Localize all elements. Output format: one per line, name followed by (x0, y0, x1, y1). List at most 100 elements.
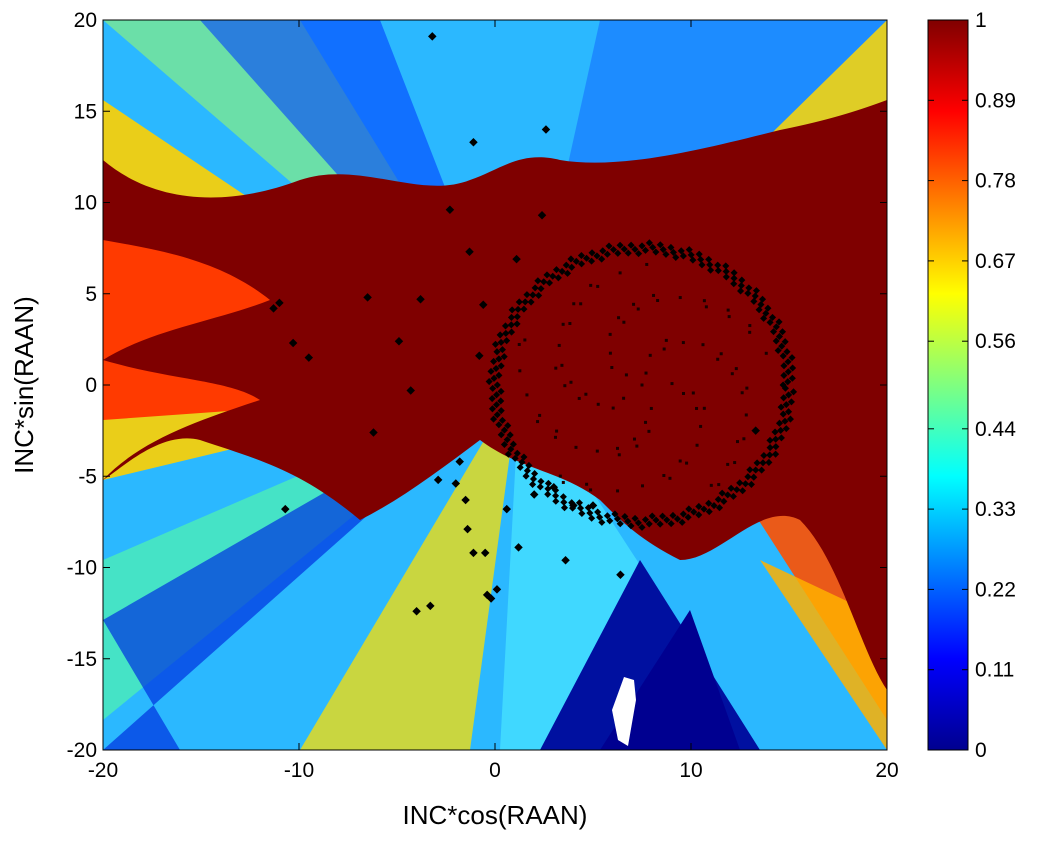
ring-point (747, 480, 755, 488)
ring-point (667, 520, 675, 528)
ring-point (775, 332, 783, 340)
ring-point (685, 246, 693, 254)
inner-point (670, 382, 674, 386)
inner-point (704, 305, 708, 309)
y-tick-label: -15 (67, 648, 97, 671)
inner-point (702, 406, 706, 410)
ring-point (760, 451, 768, 460)
ring-point (775, 419, 784, 427)
inner-point (610, 366, 614, 370)
ring-point (490, 357, 498, 365)
ring-point (598, 518, 606, 526)
ring-point (736, 479, 744, 487)
ring-point (778, 342, 786, 350)
ring-point (772, 337, 780, 345)
ring-point (730, 274, 738, 282)
ring-point (497, 397, 505, 405)
ring-point (690, 508, 698, 516)
y-tick-label: -10 (67, 557, 97, 580)
ring-point (698, 261, 706, 269)
inner-point (618, 271, 622, 275)
ring-point (575, 499, 583, 507)
ring-point (641, 246, 650, 254)
data-point (469, 548, 478, 558)
ring-point (780, 371, 788, 379)
ring-point (656, 520, 664, 528)
ring-point (500, 353, 508, 361)
ring-point (514, 305, 522, 313)
inner-point (589, 283, 593, 287)
inner-point (558, 474, 562, 478)
ring-point (577, 251, 585, 260)
ring-point (559, 493, 567, 501)
ring-point (497, 338, 505, 346)
y-tick-label: 20 (74, 9, 97, 32)
ring-point (764, 304, 772, 312)
inner-point (726, 308, 730, 312)
ring-point (759, 295, 767, 303)
data-point (426, 601, 435, 611)
x-tick-label: -10 (284, 759, 314, 782)
inner-point (668, 476, 672, 480)
ring-point (511, 454, 519, 462)
ring-point (775, 318, 783, 326)
ring-point (673, 515, 681, 523)
data-point (433, 475, 443, 485)
inner-point (695, 443, 699, 447)
inner-point (617, 316, 621, 320)
ring-point (722, 262, 730, 270)
ring-point (774, 346, 782, 355)
inner-point (652, 293, 656, 297)
inner-point (717, 483, 721, 487)
ring-point (507, 313, 516, 321)
ring-point (739, 487, 747, 495)
ring-point (685, 505, 693, 513)
inner-point (644, 371, 648, 375)
ring-point (613, 515, 621, 523)
inner-point (632, 437, 636, 441)
ring-point (549, 272, 557, 280)
ring-point (638, 523, 646, 531)
ring-point (567, 255, 575, 263)
ring-point (789, 364, 797, 372)
ring-point (778, 328, 787, 336)
colorbar-tick-label: 1 (975, 9, 987, 32)
inner-point (727, 315, 731, 319)
inner-point (699, 424, 703, 428)
ring-point (782, 401, 790, 409)
ring-point (490, 374, 498, 382)
ring-point (772, 443, 780, 451)
ring-point (620, 245, 628, 253)
data-point (416, 294, 425, 304)
ring-point (616, 241, 624, 249)
inner-point (745, 386, 749, 390)
ring-point (506, 431, 514, 439)
ring-point (631, 245, 639, 253)
heatmap-field (103, 20, 887, 750)
ring-point (624, 517, 632, 525)
ring-point (554, 274, 562, 282)
ring-point (656, 241, 664, 249)
ring-point (552, 266, 561, 274)
ring-point (578, 260, 586, 268)
ring-point (498, 346, 506, 354)
data-point (275, 298, 284, 308)
ring-point (667, 243, 675, 251)
ring-point (677, 247, 685, 255)
ring-point (616, 520, 624, 528)
ring-point (529, 475, 538, 483)
ring-point (720, 497, 728, 505)
inner-point (748, 330, 752, 334)
ring-point (722, 273, 730, 281)
colorbar: 1 0.89 0.78 0.67 0.56 0.44 0.33 0.22 0.11 0 (927, 9, 1016, 762)
data-point (751, 426, 760, 435)
ring-point (535, 291, 543, 300)
ring-point (498, 416, 506, 424)
inner-point (622, 320, 626, 324)
ring-point (537, 285, 545, 293)
data-point (469, 138, 478, 147)
ring-point (733, 486, 741, 494)
ring-point (488, 394, 496, 403)
inner-point (742, 437, 746, 441)
ring-point (787, 398, 795, 406)
